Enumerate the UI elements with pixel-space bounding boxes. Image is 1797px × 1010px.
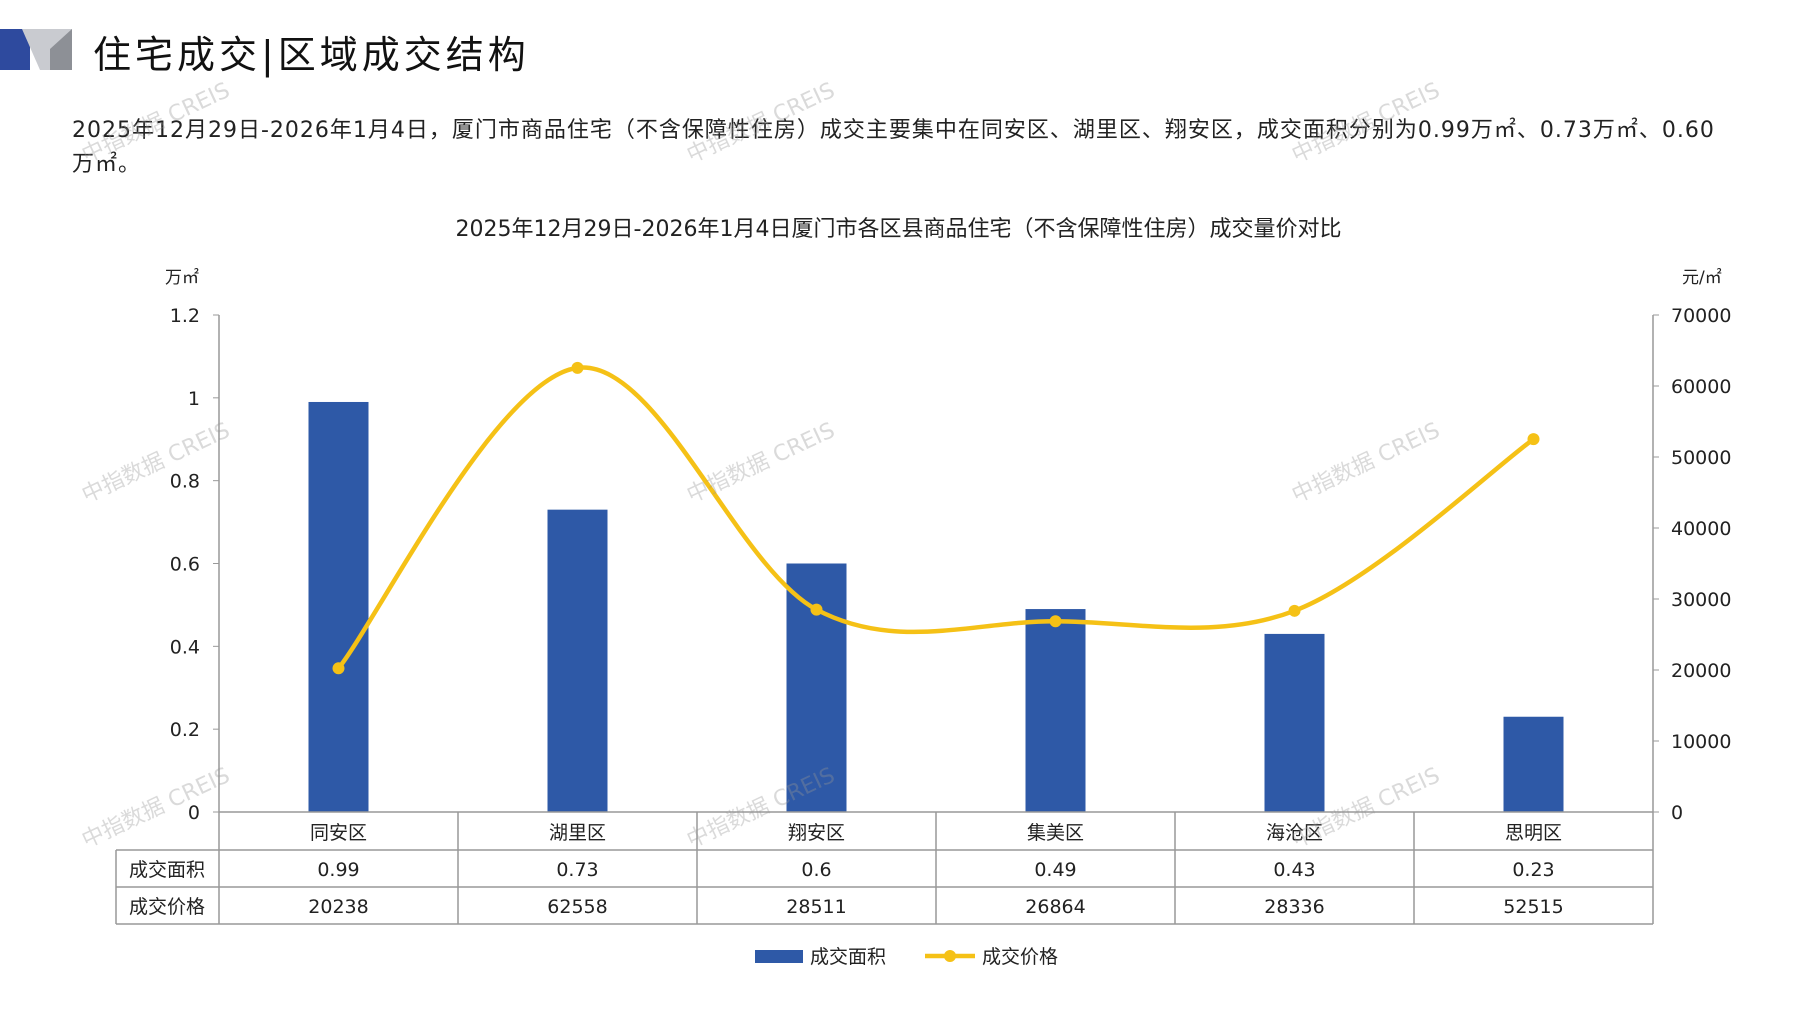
category-label: 集美区 — [1027, 822, 1084, 844]
price-value: 26864 — [1025, 896, 1085, 918]
right-tick-label: 50000 — [1671, 447, 1731, 469]
left-tick-label: 0.6 — [170, 554, 200, 576]
area-value: 0.43 — [1273, 859, 1315, 881]
price-value: 28336 — [1264, 896, 1324, 918]
right-tick-label: 30000 — [1671, 589, 1731, 611]
left-tick-label: 0 — [188, 802, 200, 824]
legend-line-label: 成交价格 — [982, 946, 1058, 968]
summary-text: 2025年12月29日-2026年1月4日，厦门市商品住宅（不含保障性住房）成交… — [72, 118, 1715, 177]
category-label: 湖里区 — [549, 822, 606, 844]
area-value: 0.23 — [1512, 859, 1554, 881]
category-label: 海沧区 — [1266, 822, 1323, 844]
price-point-思明区 — [1527, 433, 1540, 446]
bar-思明区 — [1503, 716, 1564, 812]
category-label: 翔安区 — [788, 822, 845, 844]
legend-bar-label: 成交面积 — [810, 946, 886, 968]
right-tick-label: 40000 — [1671, 518, 1731, 540]
area-value: 0.6 — [801, 859, 831, 881]
right-tick-label: 0 — [1671, 802, 1683, 824]
left-tick-label: 1 — [188, 388, 200, 410]
price-value: 52515 — [1503, 896, 1563, 918]
right-tick-label: 20000 — [1671, 660, 1731, 682]
price-point-湖里区 — [571, 361, 584, 374]
price-point-翔安区 — [810, 603, 823, 616]
bar-同安区 — [308, 401, 369, 812]
page-title: 住宅成交|区域成交结构 — [93, 33, 530, 77]
right-tick-label: 70000 — [1671, 305, 1731, 327]
bar-海沧区 — [1264, 633, 1325, 812]
price-point-集美区 — [1049, 615, 1062, 628]
price-value: 28511 — [786, 896, 846, 918]
legend-bar-swatch — [755, 950, 803, 963]
price-value: 62558 — [547, 896, 607, 918]
area-value: 0.49 — [1034, 859, 1076, 881]
right-tick-label: 60000 — [1671, 376, 1731, 398]
row-label-price: 成交价格 — [129, 896, 205, 918]
area-value: 0.73 — [556, 859, 598, 881]
price-value: 20238 — [308, 896, 368, 918]
row-label-area: 成交面积 — [129, 859, 205, 881]
left-tick-label: 0.2 — [170, 719, 200, 741]
bar-集美区 — [1025, 609, 1086, 812]
price-line — [336, 365, 1535, 670]
price-point-海沧区 — [1288, 604, 1301, 617]
chart-title: 2025年12月29日-2026年1月4日厦门市各区县商品住宅（不含保障性住房）… — [455, 217, 1342, 242]
legend-line-marker — [944, 950, 956, 962]
left-tick-label: 0.8 — [170, 471, 200, 493]
left-tick-label: 1.2 — [170, 305, 200, 327]
bar-湖里区 — [547, 509, 608, 812]
bar-翔安区 — [786, 563, 847, 812]
category-label: 同安区 — [310, 822, 367, 844]
left-tick-label: 0.4 — [170, 636, 200, 658]
right-axis-unit: 元/㎡ — [1682, 268, 1722, 288]
price-point-同安区 — [332, 662, 345, 675]
area-value: 0.99 — [317, 859, 359, 881]
header-logo-icon — [0, 29, 72, 70]
right-tick-label: 10000 — [1671, 731, 1731, 753]
left-axis-unit: 万㎡ — [165, 268, 199, 288]
category-label: 思明区 — [1505, 822, 1562, 844]
